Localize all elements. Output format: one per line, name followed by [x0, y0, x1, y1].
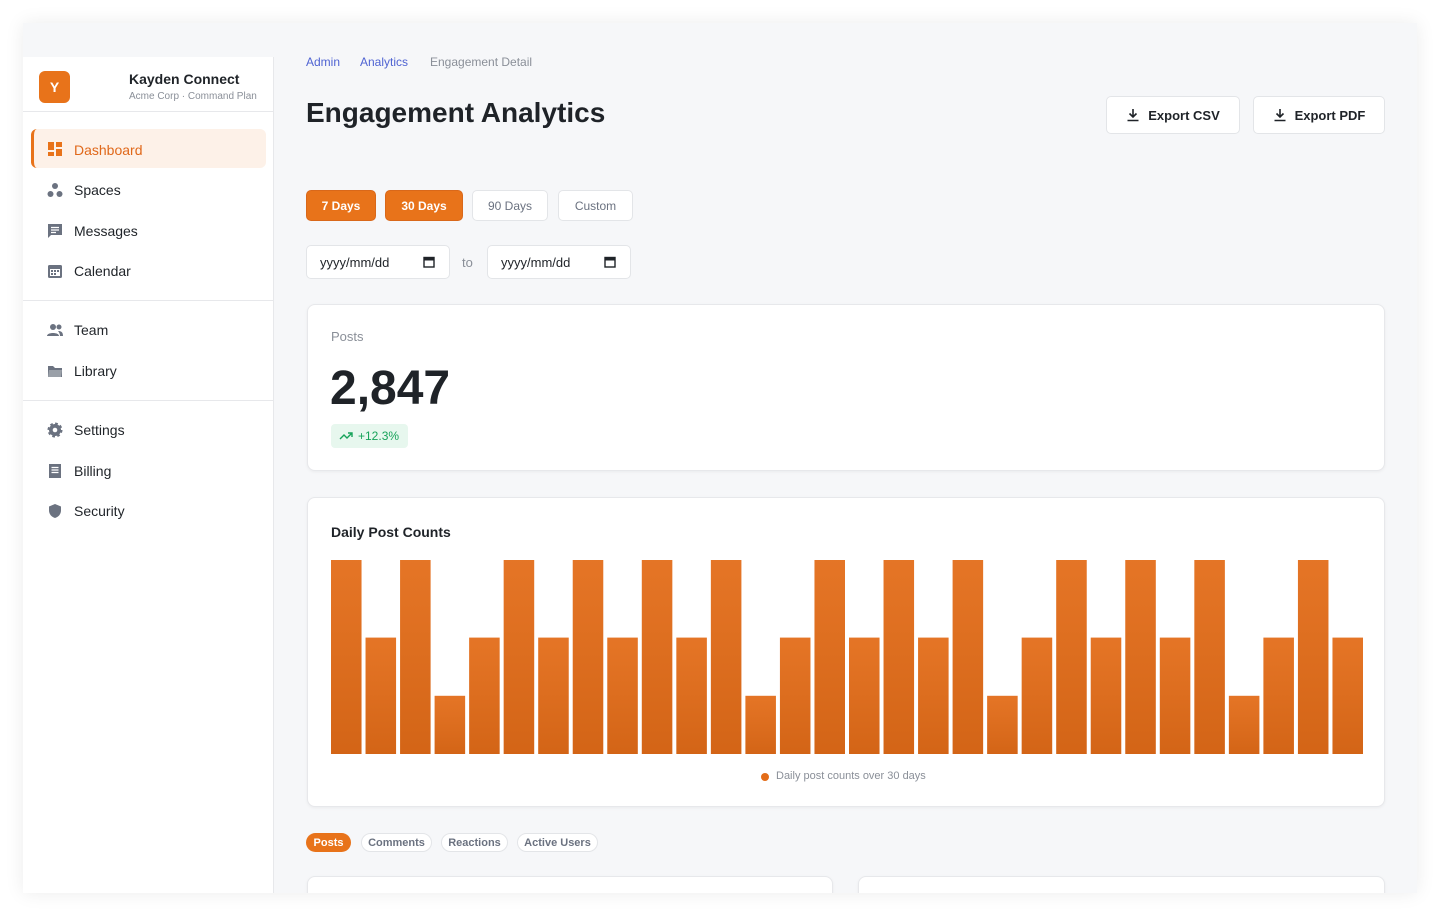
brand-logo: Y	[39, 71, 70, 103]
bar-shade	[434, 695, 466, 754]
bar-shade	[641, 560, 673, 754]
nav-item[interactable]: Security	[74, 503, 125, 519]
active-nav-bg	[31, 129, 266, 168]
chart-card: Daily Post Counts Daily post counts over…	[307, 497, 1385, 807]
bar-shade	[1125, 560, 1156, 754]
bar-shade	[1297, 560, 1329, 754]
bar-shade	[779, 637, 811, 754]
detail-card	[858, 876, 1385, 893]
bar-shade	[400, 560, 431, 754]
icon	[49, 504, 61, 518]
metric-tab[interactable]: Reactions	[441, 833, 508, 852]
trend-icon	[339, 432, 353, 440]
metric-tab[interactable]: Posts	[306, 833, 351, 852]
range-button[interactable]: 90 Days	[472, 190, 548, 221]
bar-shade	[710, 560, 742, 754]
bar-shade	[676, 637, 707, 754]
breadcrumb-link[interactable]: Analytics	[360, 55, 409, 69]
change-badge: +12.3%	[331, 424, 408, 448]
divider	[23, 300, 274, 301]
download-icon	[1274, 109, 1286, 122]
legend-swatch	[761, 773, 769, 781]
bar-shade	[1332, 637, 1363, 754]
stat-card: Posts 2,847 +12.3%	[307, 304, 1385, 471]
bar-shade	[987, 695, 1018, 754]
bar-chart	[331, 560, 1363, 754]
bar-shade	[952, 560, 984, 754]
bar-shade	[503, 560, 535, 754]
divider	[23, 400, 274, 401]
app-frame: Y Kayden Connect Acme Corp · Command Pla…	[23, 23, 1417, 893]
nav-item[interactable]: Calendar	[74, 263, 131, 279]
bar-shade	[918, 637, 949, 754]
bar-shade	[1194, 560, 1225, 754]
date-input[interactable]: yyyy/mm/dd	[487, 245, 631, 279]
page-title: Engagement Analytics	[306, 97, 606, 128]
detail-card	[307, 876, 833, 893]
bar-shade	[572, 560, 604, 754]
bar-shade	[1159, 637, 1191, 754]
icon	[48, 224, 62, 238]
button-label: Export CSV	[1148, 107, 1220, 123]
bar-shade	[883, 560, 915, 754]
bar-shade	[1021, 637, 1053, 754]
button-label: Export PDF	[1294, 107, 1366, 123]
icon	[48, 366, 62, 377]
export-button[interactable]: Export CSV	[1106, 96, 1240, 134]
breadcrumb-link[interactable]: Admin	[306, 55, 341, 69]
nav-item[interactable]: Spaces	[74, 182, 121, 198]
bar-shade	[365, 637, 397, 754]
date-placeholder: yyyy/mm/dd	[320, 254, 390, 270]
bar-shade	[607, 637, 638, 754]
bar-shade	[1056, 560, 1087, 754]
calendar-icon	[604, 256, 616, 268]
range-button[interactable]: 30 Days	[385, 190, 463, 221]
metric-tab[interactable]: Comments	[361, 833, 432, 852]
icon	[48, 265, 62, 278]
date-placeholder: yyyy/mm/dd	[501, 254, 571, 270]
nav-item[interactable]: Library	[74, 363, 117, 379]
icon	[47, 422, 63, 438]
brand-subtitle: Acme Corp · Command Plan	[129, 91, 257, 102]
date-separator: to	[462, 255, 473, 270]
breadcrumb-current: Engagement Detail	[430, 55, 533, 69]
range-button[interactable]: 7 Days	[306, 190, 376, 221]
nav-item[interactable]: Messages	[74, 223, 138, 239]
legend-label: Daily post counts over 30 days	[776, 770, 926, 782]
stat-value: 2,847	[330, 362, 451, 415]
sidebar: Y Kayden Connect Acme Corp · Command Pla…	[23, 57, 274, 893]
icon	[47, 183, 63, 197]
metric-tab[interactable]: Active Users	[517, 833, 598, 852]
nav-item[interactable]: Team	[74, 322, 109, 338]
export-button[interactable]: Export PDF	[1253, 96, 1385, 134]
range-button[interactable]: Custom	[558, 190, 633, 221]
bar-shade	[849, 637, 880, 754]
bar-shade	[745, 695, 776, 754]
download-icon	[1127, 109, 1139, 122]
bar-shade	[1228, 695, 1260, 754]
date-input[interactable]: yyyy/mm/dd	[306, 245, 450, 279]
bar-shade	[1263, 637, 1294, 754]
icon	[48, 142, 62, 156]
brand-name: Kayden Connect	[129, 71, 240, 87]
bar-shade	[1090, 637, 1122, 754]
nav-item[interactable]: Dashboard	[74, 142, 143, 158]
stat-label: Posts	[331, 329, 364, 344]
bar-shade	[331, 560, 362, 754]
chart-title: Daily Post Counts	[331, 524, 451, 540]
bar-shade	[469, 637, 500, 754]
icon	[47, 324, 63, 336]
divider	[23, 111, 274, 112]
bar-shade	[538, 637, 569, 754]
change-value: +12.3%	[358, 429, 400, 443]
nav-item[interactable]: Settings	[74, 422, 125, 438]
icon	[49, 464, 61, 478]
nav-item[interactable]: Billing	[74, 463, 112, 479]
calendar-icon	[423, 256, 435, 268]
bar-shade	[814, 560, 845, 754]
